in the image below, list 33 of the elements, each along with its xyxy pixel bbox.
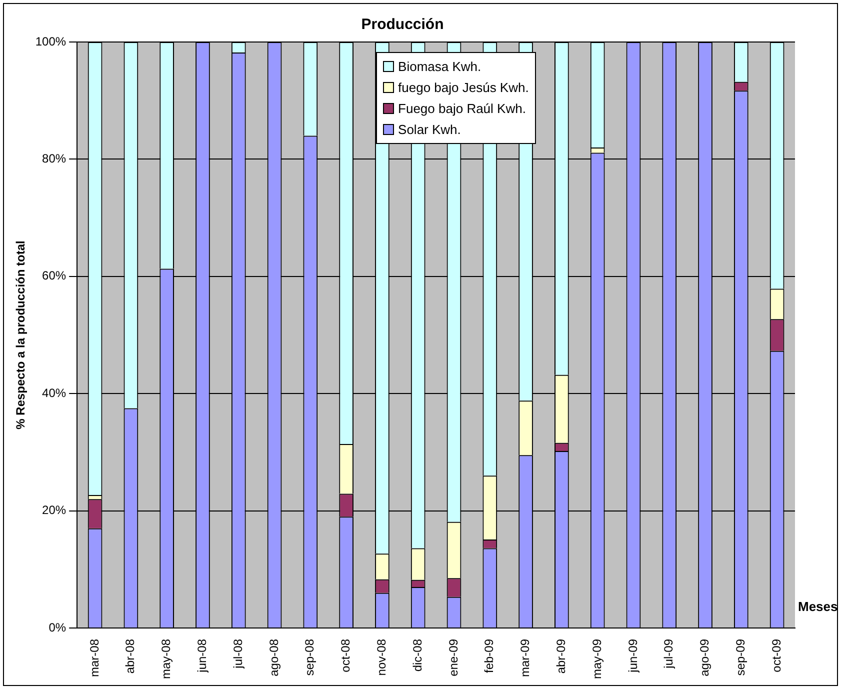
- x-tick-label: ago-08: [266, 638, 281, 676]
- x-tick-label: may-08: [159, 638, 174, 679]
- y-tick-label: 100%: [35, 34, 66, 48]
- y-tick-label: 80%: [42, 152, 66, 166]
- y-tick-label: 40%: [42, 386, 66, 400]
- legend-label: fuego bajo Jesús Kwh.: [398, 80, 529, 95]
- x-tick-label: ago-09: [698, 638, 712, 676]
- x-tick-label: abr-09: [554, 638, 568, 674]
- x-tick-label: jul-08: [230, 638, 245, 670]
- chart-title: Producción: [361, 16, 444, 34]
- y-axis-title: % Respecto a la producción total: [14, 240, 28, 430]
- legend-label: Fuego bajo Raúl Kwh.: [398, 101, 526, 116]
- x-tick-label: mar-08: [87, 638, 102, 677]
- x-tick-label: oct-08: [338, 638, 353, 672]
- legend-label: Solar Kwh.: [398, 122, 461, 137]
- x-tick-label: may-09: [590, 638, 604, 679]
- x-tick-label: mar-09: [518, 638, 532, 677]
- x-tick-label: oct-09: [769, 638, 784, 672]
- x-tick-label: abr-08: [123, 638, 138, 674]
- x-tick-label: jun-08: [195, 638, 210, 674]
- legend-label: Biomasa Kwh.: [398, 59, 482, 74]
- x-tick-label: ene-09: [446, 638, 460, 676]
- x-tick-label: jun-09: [626, 638, 640, 674]
- y-tick-label: 20%: [42, 503, 66, 518]
- x-tick-label: jul-09: [662, 638, 676, 670]
- x-axis-title: Meses: [798, 598, 838, 614]
- y-tick-label: 0%: [48, 620, 66, 634]
- x-tick-label: sep-09: [733, 638, 748, 676]
- x-tick-label: feb-09: [482, 638, 496, 674]
- x-tick-label: sep-08: [302, 638, 317, 676]
- x-tick-label: nov-08: [374, 638, 389, 676]
- x-tick-label: dic-08: [410, 638, 424, 672]
- y-tick-label: 60%: [42, 268, 66, 283]
